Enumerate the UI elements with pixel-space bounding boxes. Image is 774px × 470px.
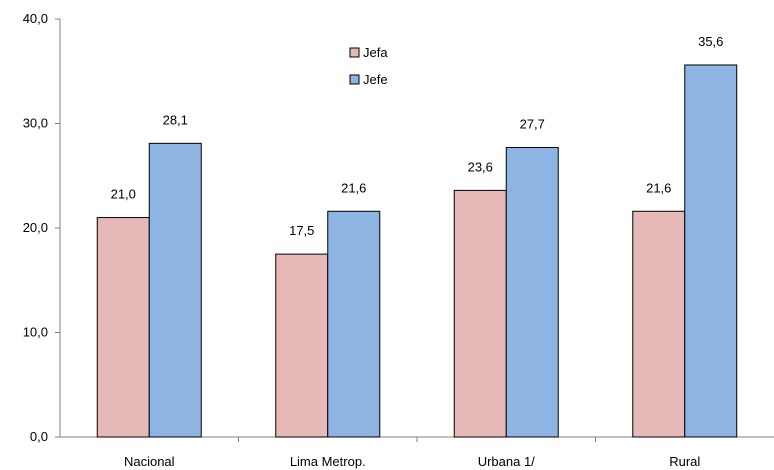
data-label: 21,0 (111, 187, 136, 202)
bar-jefa (96, 217, 150, 438)
x-tick-label: Rural (669, 454, 700, 469)
data-label: 21,6 (341, 180, 366, 195)
y-tick-label: 30,0 (23, 116, 48, 131)
bar-jefe (327, 210, 381, 438)
y-tick-label: 20,0 (23, 220, 48, 235)
data-label: 27,7 (520, 117, 545, 132)
data-label: 23,6 (468, 159, 493, 174)
y-tick-label: 10,0 (23, 325, 48, 340)
legend-label: Jefa (363, 45, 388, 60)
x-axis: Nacional Lima Metrop. Urbana 1/Rural (60, 436, 774, 469)
bar-jefe (148, 142, 202, 438)
legend: Jefa Jefe (349, 45, 388, 87)
legend-label: Jefe (363, 72, 388, 87)
bar-jefa (275, 253, 329, 438)
x-tick-label: Urbana 1/ (478, 454, 535, 469)
y-tick-label: 0,0 (30, 429, 48, 444)
data-label: 35,6 (698, 34, 723, 49)
x-tick-label: Lima Metrop. (290, 454, 366, 469)
y-axis: 0,0 10,0 20,0 30,0 40,0 (23, 11, 61, 444)
legend-swatch-jefa (349, 47, 360, 58)
y-tick-label: 40,0 (23, 11, 48, 26)
data-label: 28,1 (163, 112, 188, 127)
data-label: 21,6 (646, 180, 671, 195)
bar-jefa (632, 210, 686, 438)
bar-jefa (453, 189, 507, 438)
legend-swatch-jefe (349, 74, 360, 85)
bar-jefe (684, 64, 738, 438)
bars (96, 64, 738, 438)
data-label: 17,5 (289, 223, 314, 238)
data-labels: 21,0 28,1 17,5 21,6 23,6 27,7 21,6 35,6 (111, 34, 724, 238)
bar-jefe (505, 147, 559, 438)
x-tick-label: Nacional (124, 454, 175, 469)
